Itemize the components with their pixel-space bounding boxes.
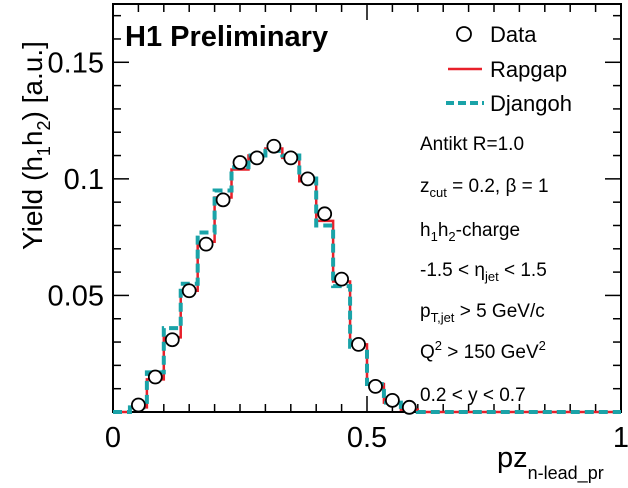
annotation-part: 0.2 < y < 0.7: [420, 385, 526, 406]
legend-marker-data: [456, 26, 472, 42]
data-point: [198, 236, 214, 252]
data-point: [317, 206, 333, 222]
data-point: [351, 336, 366, 352]
annotation-part: h: [438, 220, 449, 241]
tick-marks: [112, 4, 622, 412]
annotation-part: = 0.2, β = 1: [447, 176, 549, 197]
data-point: [283, 150, 299, 166]
annotation-part: z: [420, 176, 430, 197]
data-point: [181, 283, 197, 299]
annotation-part: -charge: [456, 220, 520, 241]
data-point: [300, 171, 316, 187]
annotation-part: -1.5 < η: [420, 260, 485, 281]
annotation-line: pT,jet > 5 GeV/c: [420, 301, 545, 325]
y-axis-label-part: h: [17, 131, 48, 147]
annotation-part: Antikt R=1.0: [420, 134, 524, 155]
x-tick-label: 0.5: [347, 422, 387, 454]
data-point: [401, 399, 417, 415]
y-axis-label: Yield (h1h2) [a.u.]: [17, 41, 54, 250]
x-tick-label: 1: [613, 422, 628, 454]
annotation-line: h1h2-charge: [420, 220, 520, 244]
data-point: [266, 138, 282, 154]
y-tick-label: 0.15: [48, 47, 104, 79]
annotation-part: h: [420, 220, 431, 241]
legend-label: Djangoh: [490, 91, 572, 116]
annotation-part: Q: [420, 342, 435, 363]
annotation-line: Q2 > 150 GeV2: [420, 338, 546, 363]
data-point: [249, 150, 265, 166]
annotation-part: < 1.5: [499, 260, 547, 281]
annotation-line: zcut = 0.2, β = 1: [420, 176, 549, 200]
data-point: [130, 397, 146, 413]
chart-title: H1 Preliminary: [125, 21, 328, 53]
annotation-part: p: [420, 301, 431, 322]
x-tick-label: 0: [105, 422, 121, 454]
data-point: [232, 155, 248, 170]
annotation-part: cut: [430, 185, 448, 200]
annotation-part: > 150 GeV: [442, 342, 539, 363]
legend: Data Rapgap Djangoh: [446, 22, 572, 116]
annotation-part: jet: [484, 269, 499, 284]
data-point: [334, 271, 350, 287]
y-axis-label-part: 2: [34, 120, 54, 130]
y-axis-label-part: Yield (h: [17, 156, 48, 250]
annotation-part: 1: [431, 229, 438, 244]
annotation-part: 2: [539, 338, 546, 353]
annotation-line: Antikt R=1.0: [420, 134, 524, 155]
annotation-part: > 5 GeV/c: [454, 301, 544, 322]
y-axis-label-part: ) [a.u.]: [17, 41, 48, 120]
annotation-part: 2: [435, 338, 442, 353]
y-tick-label: 0.1: [64, 164, 104, 196]
djangoh-step-line: [113, 148, 621, 414]
data-point: [215, 192, 231, 208]
x-tick-labels: 0 0.5 1: [105, 422, 628, 454]
y-tick-label: 0.05: [48, 280, 104, 312]
annotation-part: T,jet: [431, 310, 455, 325]
data-point: [147, 369, 163, 385]
legend-label: Data: [490, 22, 537, 47]
annotation-line: 0.2 < y < 0.7: [420, 385, 526, 406]
y-axis-label-part: 1: [34, 146, 54, 156]
x-axis-label: pzn-lead_pr: [497, 442, 604, 484]
data-point: [384, 392, 400, 408]
annotation-line: -1.5 < ηjet < 1.5: [420, 260, 547, 284]
y-tick-labels: 0.05 0.1 0.15: [48, 47, 104, 312]
data-point: [368, 378, 383, 394]
annotation-part: 2: [448, 229, 455, 244]
series-layer: [113, 138, 621, 415]
legend-label: Rapgap: [490, 57, 567, 82]
data-point: [164, 332, 180, 348]
